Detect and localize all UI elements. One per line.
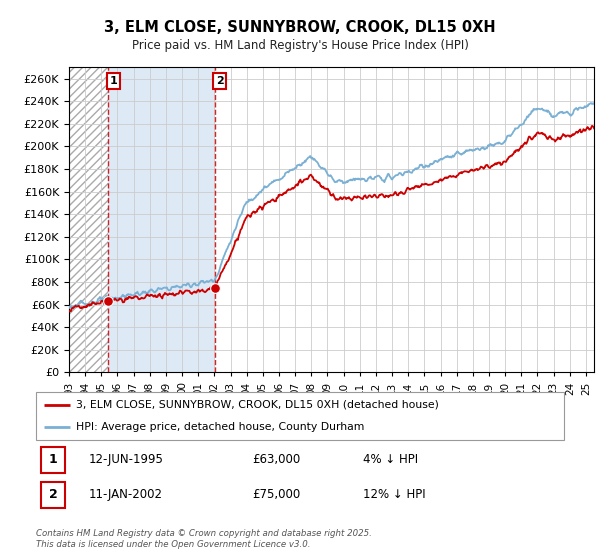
- Text: 2: 2: [216, 76, 224, 86]
- Text: 1: 1: [109, 76, 117, 86]
- Text: £63,000: £63,000: [253, 454, 301, 466]
- Bar: [109, 67, 215, 372]
- Text: Contains HM Land Registry data © Crown copyright and database right 2025.
This d: Contains HM Land Registry data © Crown c…: [36, 529, 372, 549]
- Text: 2: 2: [49, 488, 58, 501]
- Text: 3, ELM CLOSE, SUNNYBROW, CROOK, DL15 0XH: 3, ELM CLOSE, SUNNYBROW, CROOK, DL15 0XH: [104, 20, 496, 35]
- Text: 3, ELM CLOSE, SUNNYBROW, CROOK, DL15 0XH (detached house): 3, ELM CLOSE, SUNNYBROW, CROOK, DL15 0XH…: [76, 400, 439, 410]
- Text: 1: 1: [49, 454, 58, 466]
- Text: Price paid vs. HM Land Registry's House Price Index (HPI): Price paid vs. HM Land Registry's House …: [131, 39, 469, 52]
- Text: £75,000: £75,000: [253, 488, 301, 501]
- Bar: [41, 482, 65, 508]
- Text: 12-JUN-1995: 12-JUN-1995: [89, 454, 164, 466]
- Text: 11-JAN-2002: 11-JAN-2002: [89, 488, 163, 501]
- Bar: [215, 67, 594, 372]
- Text: HPI: Average price, detached house, County Durham: HPI: Average price, detached house, Coun…: [76, 422, 364, 432]
- Text: 12% ↓ HPI: 12% ↓ HPI: [364, 488, 426, 501]
- Bar: [41, 447, 65, 473]
- Text: 4% ↓ HPI: 4% ↓ HPI: [364, 454, 418, 466]
- Bar: [69, 67, 109, 372]
